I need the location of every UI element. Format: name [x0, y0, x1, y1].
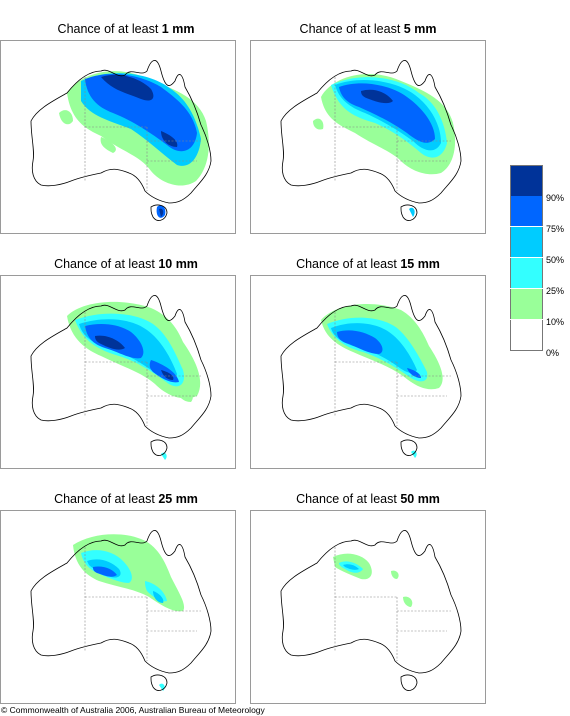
legend-swatch-75	[510, 196, 543, 226]
map-panel-1mm	[0, 40, 236, 234]
australia-coastline	[30, 60, 212, 204]
copyright-notice: © Commonwealth of Australia 2006, Austra…	[1, 705, 265, 715]
australia-map-10mm	[30, 295, 212, 460]
tasmania-coastline	[400, 439, 418, 456]
legend-label-90: 90%	[546, 193, 565, 203]
legend-label-0: 0%	[546, 348, 560, 358]
map-panel-5mm	[250, 40, 486, 234]
tasmania-coastline	[400, 674, 418, 691]
australia-map-1mm	[30, 60, 212, 221]
tasmania-coastline	[400, 204, 418, 221]
australia-map-50mm	[280, 530, 462, 691]
panel-title-15mm: Chance of at least 15 mm	[296, 257, 440, 271]
panel-title-25mm: Chance of at least 25 mm	[54, 492, 198, 506]
state-borders	[334, 77, 451, 191]
australia-map-25mm	[30, 530, 212, 691]
rain-region-blue	[337, 330, 421, 378]
legend-swatch-0	[510, 320, 543, 351]
australia-coastline	[30, 530, 212, 674]
rain-region-blue	[93, 566, 117, 577]
map-panel-10mm	[0, 275, 236, 469]
map-panel-15mm	[250, 275, 486, 469]
rain-region-blue	[339, 83, 435, 143]
australia-map-5mm	[280, 60, 462, 221]
legend-label-50: 50%	[546, 255, 565, 265]
australia-coastline	[30, 295, 212, 439]
rain-region-navy	[361, 89, 393, 104]
rain-region-navy	[95, 335, 174, 380]
panel-title-5mm: Chance of at least 5 mm	[299, 22, 437, 36]
state-borders	[334, 312, 451, 426]
legend-swatch-10	[510, 289, 543, 319]
australia-coastline	[280, 295, 462, 439]
tasmania-coastline	[150, 674, 168, 691]
state-borders	[84, 77, 201, 191]
rain-region-sky	[343, 564, 359, 570]
tasmania-coastline	[150, 204, 168, 221]
legend-label-75: 75%	[546, 224, 565, 234]
state-borders	[84, 312, 201, 426]
panel-title-50mm: Chance of at least 50 mm	[296, 492, 440, 506]
map-panel-50mm	[250, 510, 486, 704]
tasmania-coastline	[150, 439, 168, 456]
legend-swatch-90	[510, 165, 543, 196]
state-borders	[84, 547, 201, 661]
legend-label-10: 10%	[546, 317, 565, 327]
state-borders	[334, 547, 451, 661]
panel-title-1mm: Chance of at least 1 mm	[57, 22, 195, 36]
legend-swatch-50	[510, 227, 543, 257]
panel-title-10mm: Chance of at least 10 mm	[54, 257, 198, 271]
australia-map-15mm	[280, 295, 462, 458]
legend-swatch-25	[510, 258, 543, 288]
legend-label-25: 25%	[546, 286, 565, 296]
map-panel-25mm	[0, 510, 236, 704]
rain-region-navy	[101, 74, 178, 217]
australia-coastline	[280, 60, 462, 204]
australia-coastline	[280, 530, 462, 674]
